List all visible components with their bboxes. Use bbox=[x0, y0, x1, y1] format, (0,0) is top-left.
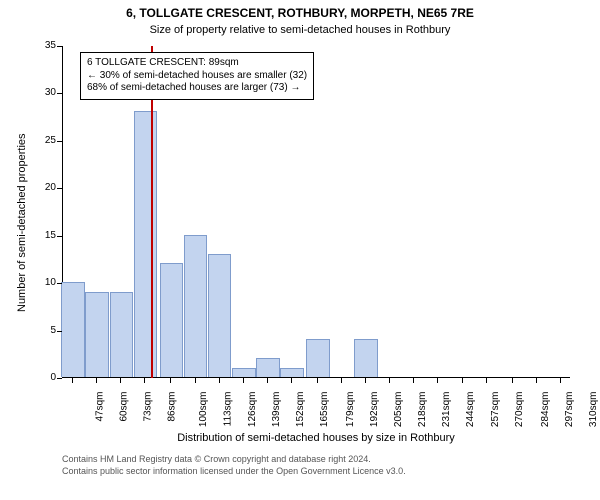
x-axis-label: Distribution of semi-detached houses by … bbox=[62, 432, 570, 444]
y-tick-label: 5 bbox=[32, 325, 56, 336]
x-tick-label: 257sqm bbox=[490, 392, 501, 428]
x-tick-label: 244sqm bbox=[466, 392, 477, 428]
x-tick-mark bbox=[120, 378, 121, 383]
x-tick-mark bbox=[560, 378, 561, 383]
y-tick-mark bbox=[57, 141, 62, 142]
histogram-bar bbox=[184, 235, 208, 377]
footnote-1: Contains HM Land Registry data © Crown c… bbox=[62, 454, 371, 464]
histogram-bar bbox=[61, 282, 85, 377]
y-tick-mark bbox=[57, 283, 62, 284]
y-tick-mark bbox=[57, 188, 62, 189]
x-tick-label: 47sqm bbox=[95, 392, 106, 422]
x-tick-label: 205sqm bbox=[393, 392, 404, 428]
y-tick-label: 0 bbox=[32, 372, 56, 383]
x-tick-label: 165sqm bbox=[319, 392, 330, 428]
x-tick-mark bbox=[219, 378, 220, 383]
x-tick-mark bbox=[170, 378, 171, 383]
x-tick-mark bbox=[389, 378, 390, 383]
histogram-bar bbox=[256, 358, 280, 377]
y-tick-label: 25 bbox=[32, 135, 56, 146]
x-tick-mark bbox=[317, 378, 318, 383]
y-tick-mark bbox=[57, 93, 62, 94]
x-tick-mark bbox=[486, 378, 487, 383]
histogram-bar bbox=[280, 368, 304, 377]
x-tick-mark bbox=[144, 378, 145, 383]
x-tick-label: 139sqm bbox=[271, 392, 282, 428]
x-tick-label: 231sqm bbox=[441, 392, 452, 428]
x-tick-mark bbox=[462, 378, 463, 383]
y-tick-label: 20 bbox=[32, 182, 56, 193]
x-tick-mark bbox=[291, 378, 292, 383]
x-tick-label: 192sqm bbox=[369, 392, 380, 428]
x-tick-mark bbox=[341, 378, 342, 383]
histogram-bar bbox=[110, 292, 134, 377]
x-tick-label: 86sqm bbox=[167, 392, 178, 422]
y-tick-mark bbox=[57, 236, 62, 237]
x-tick-label: 73sqm bbox=[143, 392, 154, 422]
x-tick-label: 126sqm bbox=[247, 392, 258, 428]
y-tick-mark bbox=[57, 331, 62, 332]
x-tick-label: 270sqm bbox=[514, 392, 525, 428]
x-tick-mark bbox=[512, 378, 513, 383]
x-tick-label: 113sqm bbox=[222, 392, 233, 427]
info-line-1: 6 TOLLGATE CRESCENT: 89sqm bbox=[87, 57, 307, 70]
x-tick-mark bbox=[96, 378, 97, 383]
x-tick-mark bbox=[365, 378, 366, 383]
x-tick-label: 60sqm bbox=[119, 392, 130, 422]
histogram-bar bbox=[208, 254, 232, 377]
y-tick-label: 30 bbox=[32, 87, 56, 98]
y-tick-mark bbox=[57, 378, 62, 379]
chart-title-main: 6, TOLLGATE CRESCENT, ROTHBURY, MORPETH,… bbox=[0, 6, 600, 20]
x-tick-mark bbox=[536, 378, 537, 383]
histogram-bar bbox=[134, 111, 158, 377]
histogram-bar bbox=[85, 292, 109, 377]
x-tick-mark bbox=[72, 378, 73, 383]
info-line-2: ← 30% of semi-detached houses are smalle… bbox=[87, 70, 307, 83]
y-axis-label: Number of semi-detached properties bbox=[16, 133, 28, 312]
x-tick-mark bbox=[413, 378, 414, 383]
x-tick-mark bbox=[267, 378, 268, 383]
y-tick-mark bbox=[57, 46, 62, 47]
x-tick-label: 284sqm bbox=[540, 392, 551, 428]
info-line-3: 68% of semi-detached houses are larger (… bbox=[87, 82, 307, 95]
x-tick-mark bbox=[243, 378, 244, 383]
x-tick-label: 152sqm bbox=[295, 392, 306, 428]
y-tick-label: 10 bbox=[32, 277, 56, 288]
histogram-bar bbox=[306, 339, 330, 377]
footnote-2: Contains public sector information licen… bbox=[62, 466, 406, 476]
y-tick-label: 35 bbox=[32, 40, 56, 51]
x-tick-mark bbox=[195, 378, 196, 383]
x-tick-label: 100sqm bbox=[199, 392, 210, 428]
x-tick-label: 310sqm bbox=[588, 392, 599, 428]
histogram-bar bbox=[232, 368, 256, 377]
y-tick-label: 15 bbox=[32, 230, 56, 241]
histogram-bar bbox=[354, 339, 378, 377]
x-tick-label: 297sqm bbox=[564, 392, 575, 428]
chart-title-sub: Size of property relative to semi-detach… bbox=[0, 24, 600, 36]
x-tick-label: 218sqm bbox=[417, 392, 428, 428]
histogram-bar bbox=[160, 263, 184, 377]
x-tick-mark bbox=[437, 378, 438, 383]
x-tick-label: 179sqm bbox=[345, 392, 356, 428]
info-box: 6 TOLLGATE CRESCENT: 89sqm ← 30% of semi… bbox=[80, 52, 314, 100]
